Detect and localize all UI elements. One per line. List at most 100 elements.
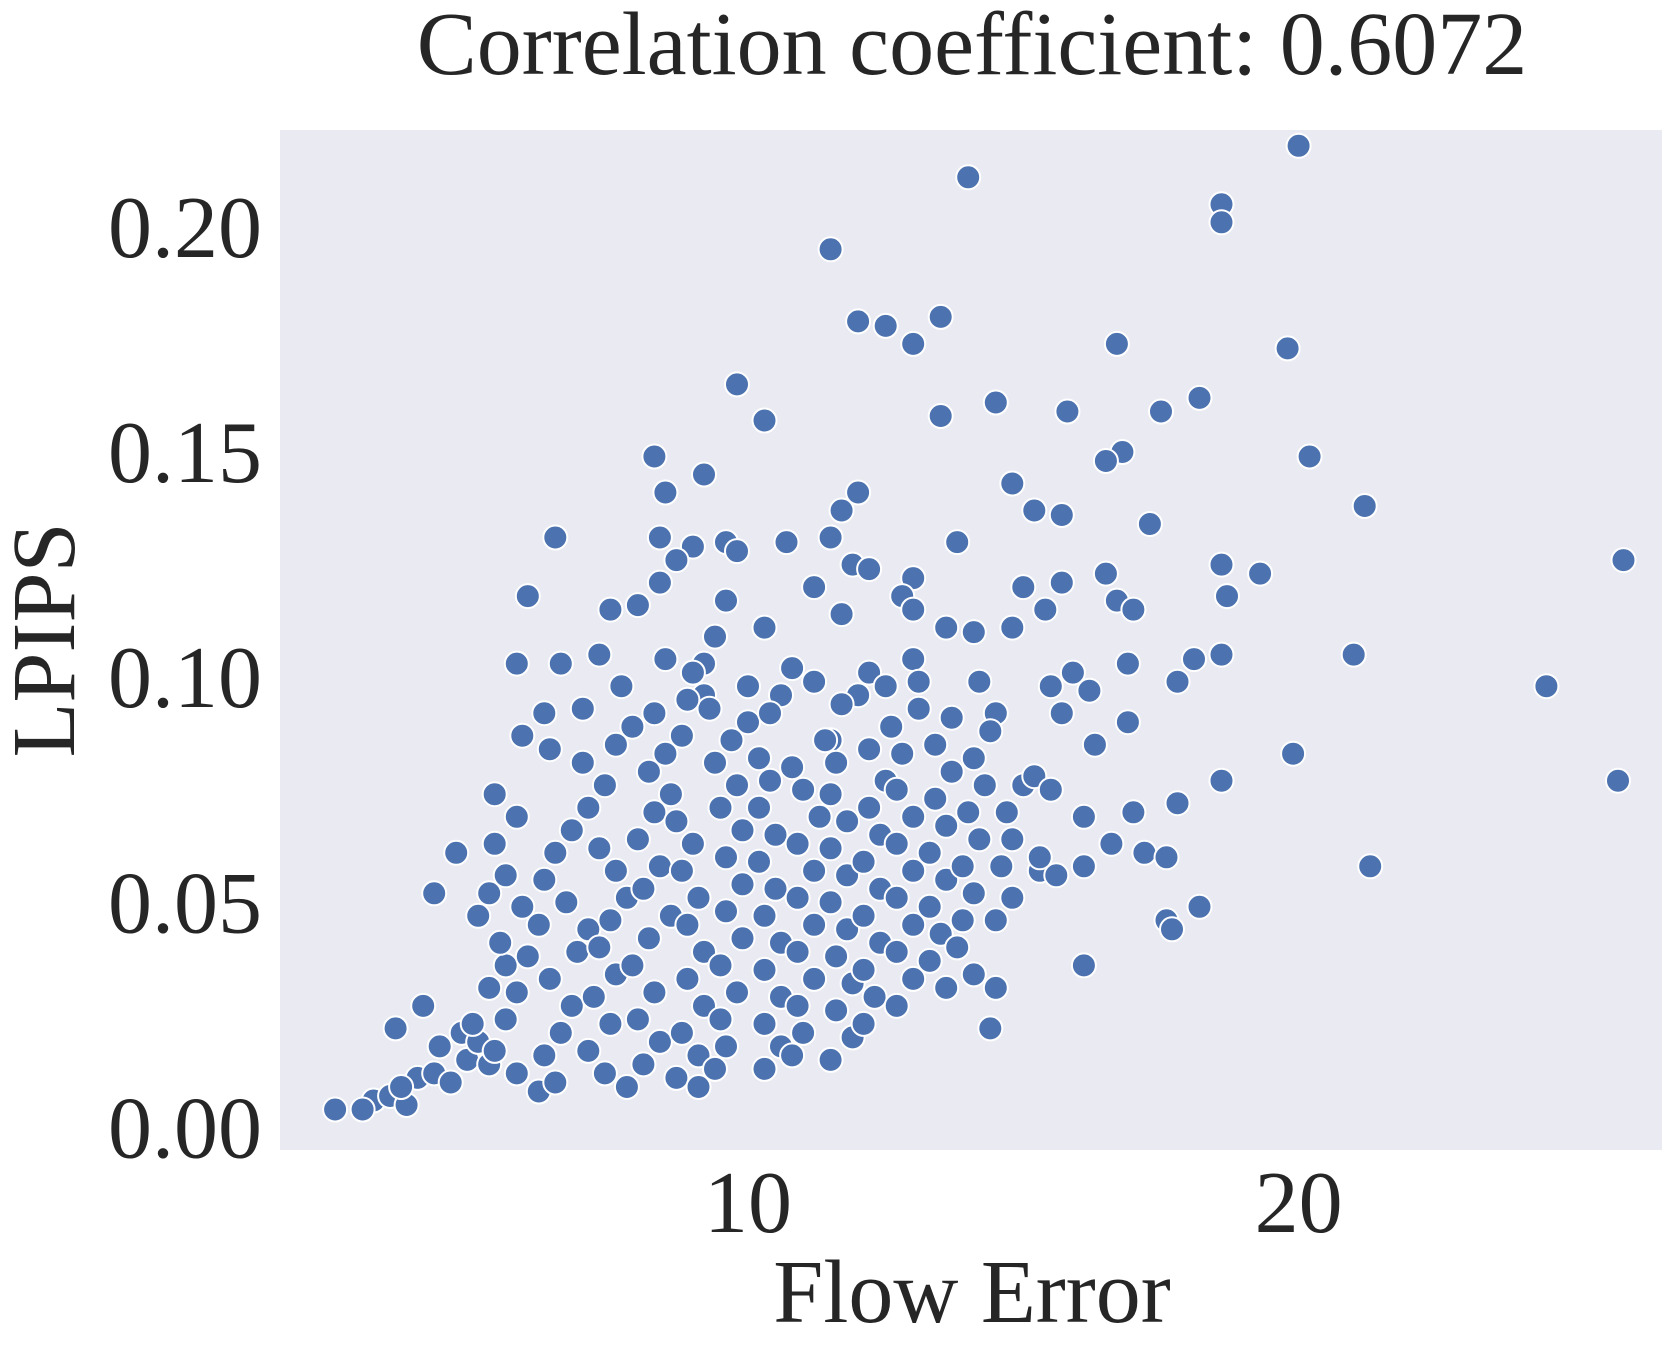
- data-point: [900, 857, 927, 884]
- data-point: [525, 911, 552, 938]
- data-point: [652, 646, 679, 673]
- data-point: [657, 781, 684, 808]
- data-point: [663, 808, 690, 835]
- data-point: [724, 979, 750, 1006]
- data-point: [823, 749, 850, 776]
- data-point: [635, 925, 662, 952]
- data-point: [856, 736, 883, 763]
- data-point: [426, 1033, 453, 1060]
- data-point: [856, 794, 883, 821]
- data-point: [542, 524, 569, 551]
- data-point: [922, 785, 949, 812]
- data-point: [784, 830, 811, 857]
- data-point: [1120, 596, 1147, 623]
- data-point: [801, 911, 828, 938]
- data-point: [1032, 596, 1059, 623]
- data-point: [575, 794, 602, 821]
- data-point: [801, 857, 828, 884]
- data-point: [674, 965, 701, 992]
- data-point: [1208, 767, 1235, 794]
- data-point: [602, 731, 629, 758]
- data-point: [999, 884, 1026, 911]
- data-point: [944, 934, 971, 961]
- data-point: [729, 925, 756, 952]
- data-point: [646, 524, 673, 551]
- data-point: [828, 601, 855, 628]
- data-point: [735, 709, 761, 736]
- data-point: [900, 330, 927, 357]
- data-point: [916, 947, 943, 974]
- data-point: [790, 1019, 817, 1046]
- data-point: [1164, 790, 1191, 817]
- data-point: [646, 569, 673, 596]
- data-point: [713, 1033, 739, 1060]
- data-point: [713, 844, 739, 871]
- data-point: [553, 889, 580, 916]
- data-point: [564, 938, 591, 965]
- data-point: [1136, 511, 1163, 537]
- data-point: [619, 952, 646, 979]
- data-point: [707, 794, 734, 821]
- data-point: [933, 812, 960, 839]
- data-point: [971, 772, 998, 799]
- data-point: [1043, 862, 1070, 889]
- data-point: [437, 1069, 464, 1096]
- data-point: [685, 1074, 712, 1100]
- data-point: [487, 929, 514, 956]
- data-point: [558, 992, 585, 1019]
- data-point: [1351, 493, 1378, 519]
- data-point: [547, 1019, 574, 1046]
- data-point: [663, 1064, 690, 1091]
- data-point: [1159, 916, 1185, 943]
- data-point: [850, 902, 877, 929]
- data-point: [966, 668, 993, 695]
- data-point: [641, 700, 668, 727]
- data-point: [503, 1060, 530, 1087]
- data-point: [569, 749, 596, 776]
- data-point: [751, 407, 778, 434]
- data-point: [481, 1037, 508, 1064]
- data-point: [1153, 844, 1180, 871]
- data-point: [949, 907, 976, 934]
- data-point: [938, 704, 965, 731]
- data-point: [575, 1037, 602, 1064]
- data-point: [751, 902, 778, 929]
- data-point: [613, 1074, 640, 1100]
- data-point: [977, 1015, 1004, 1042]
- data-point: [779, 1042, 806, 1069]
- x-tick-labels: 10 20: [704, 1155, 1343, 1252]
- data-point: [735, 673, 761, 700]
- data-point: [597, 907, 624, 934]
- data-point: [1114, 650, 1141, 677]
- data-point: [1533, 673, 1560, 700]
- data-point: [624, 592, 651, 619]
- data-point: [746, 848, 772, 875]
- data-point: [905, 695, 932, 722]
- data-point: [707, 952, 734, 979]
- data-point: [630, 875, 657, 902]
- data-point: [856, 659, 883, 686]
- data-point: [509, 722, 536, 749]
- data-point: [1181, 646, 1207, 673]
- data-point: [762, 875, 789, 902]
- data-point: [597, 1010, 624, 1037]
- y-tick-label: 0.00: [108, 1081, 262, 1178]
- data-point: [773, 529, 800, 556]
- data-point: [492, 952, 519, 979]
- data-point: [900, 803, 927, 830]
- data-point: [861, 983, 888, 1010]
- y-tick-label: 0.10: [108, 630, 262, 727]
- data-point: [933, 614, 960, 641]
- data-point: [476, 880, 503, 907]
- data-point: [718, 727, 745, 754]
- data-point: [646, 853, 673, 880]
- data-point: [817, 835, 844, 862]
- data-point: [1280, 740, 1307, 767]
- data-point: [817, 781, 844, 808]
- y-tick-label: 0.20: [108, 180, 262, 277]
- data-points: [322, 132, 1637, 1123]
- data-point: [668, 722, 695, 749]
- data-point: [558, 817, 585, 844]
- data-point: [586, 641, 613, 668]
